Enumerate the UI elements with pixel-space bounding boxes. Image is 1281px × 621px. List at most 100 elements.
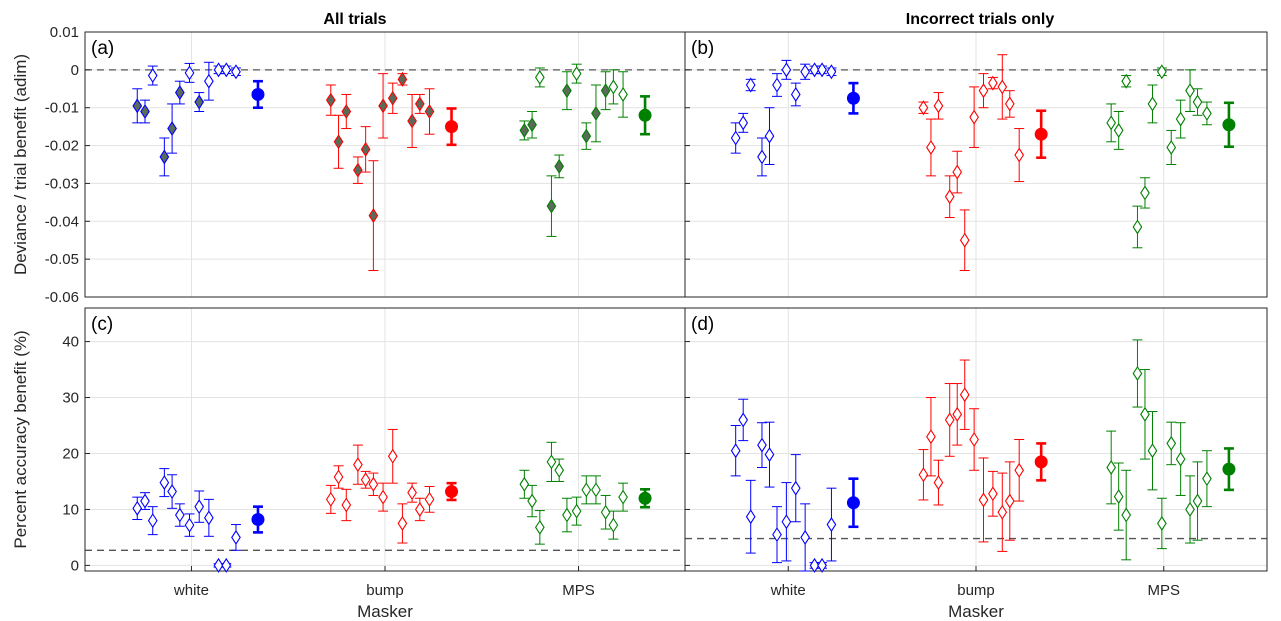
data-point	[562, 83, 572, 99]
data-point	[1113, 122, 1124, 138]
panels: 0.01 0 -0.01 -0.02 -0.03 -0.04 -0.05 -0.06 Devia…	[11, 24, 1268, 621]
data-point	[800, 64, 811, 80]
data-point	[738, 115, 749, 131]
data-point	[231, 64, 241, 80]
data-point	[978, 492, 989, 508]
title-all-trials: All trials	[323, 11, 386, 28]
data-point	[204, 73, 214, 89]
mean-point	[638, 108, 652, 122]
data-point	[368, 208, 379, 224]
data-point	[341, 497, 352, 513]
data-point	[554, 462, 565, 478]
x-tick-label: MPS	[1147, 582, 1180, 599]
data-point	[809, 62, 820, 78]
data-point	[730, 130, 741, 146]
mean-point	[1222, 462, 1236, 476]
series-MPS	[1106, 339, 1236, 561]
mean-point	[846, 496, 860, 510]
series-MPS	[519, 441, 652, 545]
data-point	[1106, 459, 1117, 475]
data-point	[360, 141, 371, 157]
mean-point	[638, 491, 652, 505]
data-point	[527, 493, 537, 509]
y-axis-label: Percent accuracy benefit (%)	[11, 330, 30, 548]
panel-c: 40 30 20 10 0 white bump MPS Masker Percent accur…	[11, 307, 686, 621]
x-axis-label: Masker	[948, 602, 1004, 621]
series-white	[132, 468, 265, 573]
panel-label: (b)	[691, 38, 714, 59]
data-point	[918, 467, 929, 483]
data-point	[1004, 493, 1015, 509]
y-tick-label: 0.01	[50, 24, 79, 41]
data-point	[1157, 515, 1167, 531]
data-point	[952, 406, 963, 422]
data-point	[591, 482, 601, 498]
y-tick-label: -0.02	[45, 138, 79, 155]
panel-label: (c)	[91, 314, 113, 335]
title-incorrect-trials: Incorrect trials only	[906, 11, 1055, 28]
data-point	[378, 98, 388, 114]
data-point	[194, 499, 205, 515]
x-tick-label: MPS	[562, 582, 595, 599]
data-point	[1202, 471, 1212, 487]
data-point	[1166, 139, 1177, 155]
data-point	[745, 509, 756, 525]
data-point	[424, 103, 435, 120]
data-point	[194, 94, 205, 110]
y-tick-label: 10	[62, 501, 79, 518]
x-tick-label: white	[770, 582, 806, 599]
data-point	[969, 109, 979, 125]
series-bump	[325, 71, 459, 271]
data-point	[1147, 96, 1158, 112]
series-MPS	[519, 63, 652, 237]
data-point	[817, 557, 827, 573]
y-tick-label: -0.04	[45, 213, 79, 230]
data-point	[353, 162, 363, 178]
data-point	[341, 103, 352, 120]
data-point	[988, 75, 998, 91]
data-point	[140, 103, 150, 120]
data-point	[204, 510, 214, 526]
data-point	[969, 431, 979, 448]
data-point	[790, 86, 801, 102]
data-point	[159, 475, 170, 491]
data-point	[764, 128, 775, 144]
data-point	[387, 448, 398, 464]
y-tick-label: 30	[62, 390, 79, 407]
data-point	[591, 105, 601, 121]
data-point	[978, 83, 989, 99]
data-point	[581, 128, 592, 144]
data-point	[959, 387, 970, 403]
y-tick-label: -0.03	[45, 175, 79, 192]
panel-label: (a)	[91, 38, 114, 59]
mean-point	[445, 485, 459, 499]
x-axis-label: Masker	[357, 602, 413, 621]
series-MPS	[1106, 64, 1236, 249]
data-point	[1132, 365, 1143, 381]
data-point	[360, 472, 371, 488]
data-point	[997, 79, 1008, 95]
x-tick-label: bump	[957, 582, 995, 599]
data-point	[809, 557, 820, 573]
data-point	[407, 113, 417, 129]
data-point	[534, 519, 545, 535]
data-point	[959, 232, 970, 248]
panel-label: (d)	[691, 314, 714, 335]
data-point	[781, 514, 792, 530]
mean-point	[251, 87, 265, 101]
data-point	[174, 85, 185, 101]
y-tick-label: 0	[71, 62, 79, 79]
data-point	[952, 164, 963, 180]
data-point	[221, 62, 232, 78]
data-point	[988, 486, 998, 502]
data-point	[554, 158, 565, 174]
y-axis-label: Deviance / trial benefit (adim)	[11, 54, 30, 275]
mean-point	[445, 120, 459, 134]
mean-point	[1034, 455, 1048, 469]
data-point	[132, 500, 143, 516]
data-point	[534, 69, 545, 85]
data-point	[600, 504, 611, 520]
data-point	[353, 457, 363, 473]
data-point	[174, 507, 185, 523]
